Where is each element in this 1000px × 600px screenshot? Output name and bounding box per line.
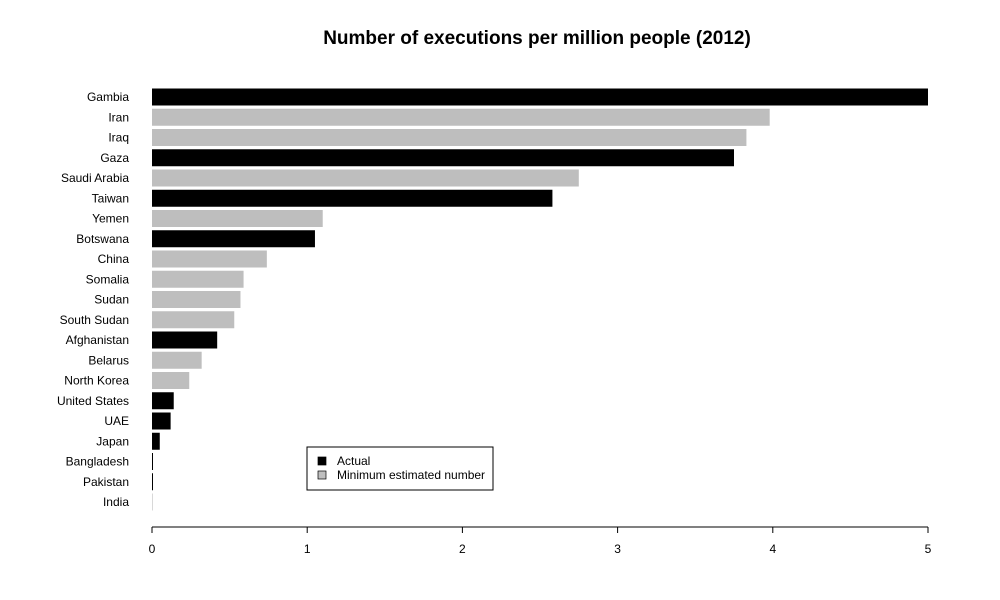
y-tick-label: Gambia bbox=[87, 90, 129, 104]
x-tick-label: 2 bbox=[459, 542, 466, 556]
y-tick-label: Gaza bbox=[100, 151, 129, 165]
bar-sudan bbox=[152, 291, 241, 308]
y-tick-label: Taiwan bbox=[92, 191, 129, 205]
legend-label: Actual bbox=[337, 454, 370, 468]
x-tick-label: 0 bbox=[149, 542, 156, 556]
y-tick-label: Iraq bbox=[108, 131, 129, 145]
legend-box bbox=[306, 446, 494, 491]
bar-somalia bbox=[152, 270, 244, 288]
y-tick-label: Japan bbox=[96, 434, 129, 448]
bar-bangladesh bbox=[152, 453, 153, 470]
y-tick-label: Afghanistan bbox=[66, 333, 129, 347]
y-tick-label: Belarus bbox=[88, 353, 129, 367]
y-tick-label: Sudan bbox=[94, 293, 129, 307]
x-tick-label: 4 bbox=[769, 542, 776, 556]
bar-uae bbox=[152, 412, 171, 430]
bar-yemen bbox=[152, 210, 323, 227]
bar-saudi-arabia bbox=[152, 169, 579, 187]
y-tick-label: Botswana bbox=[76, 232, 129, 246]
bar-pakistan bbox=[152, 473, 153, 491]
y-tick-label: UAE bbox=[104, 414, 129, 428]
legend-swatch bbox=[317, 456, 327, 466]
y-tick-label: South Sudan bbox=[60, 313, 129, 327]
bar-botswana bbox=[152, 230, 315, 248]
y-tick-label: Yemen bbox=[92, 212, 129, 226]
bar-belarus bbox=[152, 351, 202, 369]
y-tick-label: United States bbox=[57, 394, 129, 408]
y-tick-label: Somalia bbox=[86, 272, 130, 286]
y-tick-label: India bbox=[103, 495, 129, 509]
y-tick-label: Iran bbox=[108, 110, 129, 124]
bar-iran bbox=[152, 108, 770, 126]
bar-china bbox=[152, 250, 267, 268]
y-tick-label: Bangladesh bbox=[66, 455, 129, 469]
y-tick-label: China bbox=[98, 252, 130, 266]
x-tick-label: 3 bbox=[614, 542, 621, 556]
bar-japan bbox=[152, 432, 160, 450]
bar-iraq bbox=[152, 129, 747, 146]
bar-united-states bbox=[152, 392, 174, 410]
y-tick-label: Pakistan bbox=[83, 475, 129, 489]
bar-south-sudan bbox=[152, 311, 235, 329]
y-tick-label: North Korea bbox=[64, 374, 129, 388]
x-tick-label: 5 bbox=[925, 542, 932, 556]
chart-title: Number of executions per million people … bbox=[323, 28, 751, 49]
bar-taiwan bbox=[152, 189, 553, 207]
bar-gaza bbox=[152, 149, 734, 167]
y-tick-label: Saudi Arabia bbox=[61, 171, 129, 185]
legend-swatch bbox=[317, 470, 327, 480]
bar-gambia bbox=[152, 88, 928, 106]
legend-label: Minimum estimated number bbox=[337, 468, 485, 482]
bar-north-korea bbox=[152, 372, 190, 389]
bar-afghanistan bbox=[152, 331, 218, 349]
x-tick-label: 1 bbox=[304, 542, 311, 556]
